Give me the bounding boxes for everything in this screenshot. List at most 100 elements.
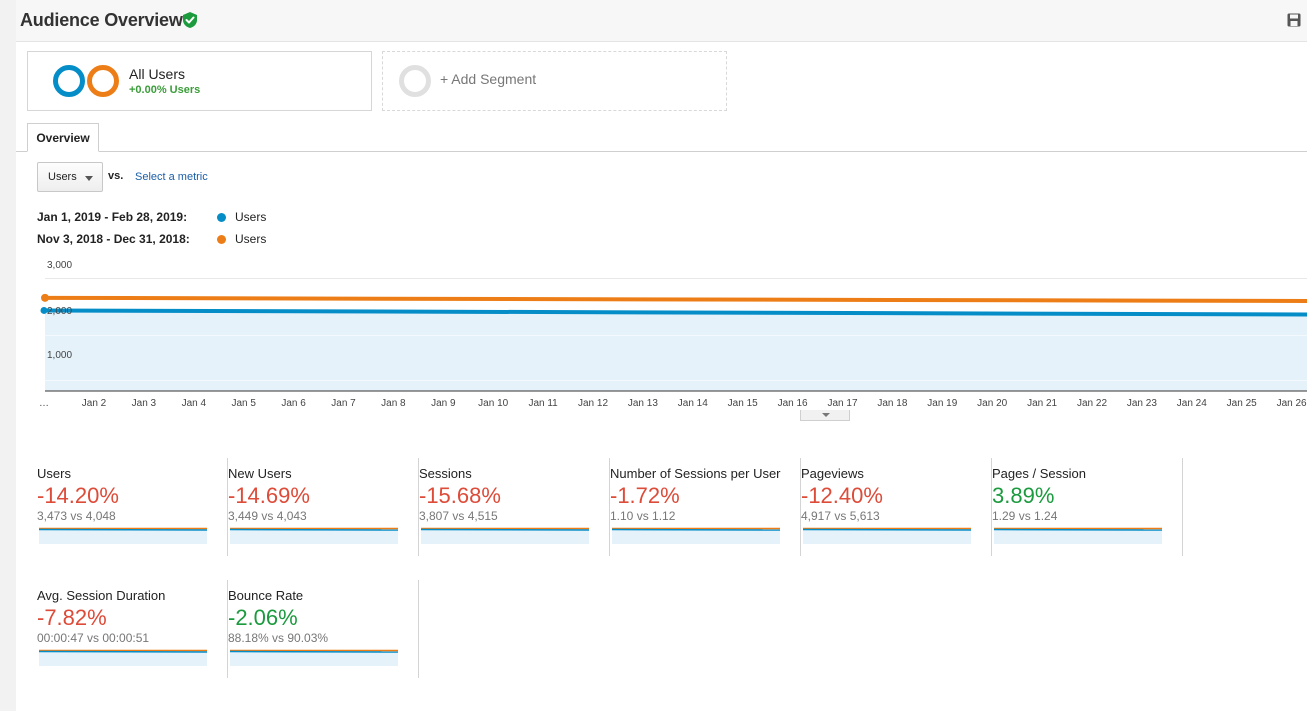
- sparkline-area: [39, 651, 207, 666]
- x-tick-label: …: [39, 398, 49, 409]
- metric-select[interactable]: Users: [37, 162, 103, 192]
- x-tick-label: Jan 26: [1277, 398, 1307, 409]
- segment-sub: +0.00% Users: [129, 84, 201, 96]
- metric-card[interactable]: Users -14.20% 3,473 vs 4,048: [37, 458, 228, 556]
- legend-row-current: Jan 1, 2019 - Feb 28, 2019: Users: [37, 210, 266, 224]
- legend-dot-icon: [217, 213, 226, 222]
- sparkline-current: [612, 528, 780, 531]
- x-tick-label: Jan 6: [281, 398, 306, 409]
- legend-dot-icon: [217, 235, 226, 244]
- x-tick-label: Jan 10: [478, 398, 508, 409]
- metric-change: -2.06%: [228, 605, 298, 630]
- metric-label: Pageviews: [801, 466, 864, 481]
- x-tick-label: Jan 21: [1027, 398, 1057, 409]
- x-tick-label: Jan 2: [82, 398, 107, 409]
- metric-label: Sessions: [419, 466, 472, 481]
- sparkline-area: [230, 529, 398, 544]
- metric-card[interactable]: Sessions -15.68% 3,807 vs 4,515: [419, 458, 610, 556]
- x-tick-label: Jan 20: [977, 398, 1007, 409]
- x-tick-label: Jan 15: [728, 398, 758, 409]
- area-fill: [45, 310, 1307, 391]
- left-gutter: [0, 0, 16, 711]
- sparkline-current: [230, 650, 398, 653]
- verified-shield-icon: [183, 12, 197, 28]
- series-line-current: [44, 308, 1307, 317]
- x-tick-label: Jan 7: [331, 398, 356, 409]
- tab-bar: [16, 151, 1307, 152]
- metric-card[interactable]: New Users -14.69% 3,449 vs 4,043: [228, 458, 419, 556]
- page-header: Audience Overview: [16, 0, 1307, 42]
- metric-change: -1.72%: [610, 483, 680, 508]
- add-segment-ring-icon: [399, 65, 431, 97]
- metric-card[interactable]: Pages / Session 3.89% 1.29 vs 1.24: [992, 458, 1183, 556]
- sparkline-area: [612, 529, 780, 544]
- y-tick-label: 1,000: [47, 350, 72, 361]
- x-tick-label: Jan 13: [628, 398, 658, 409]
- legend-label: Users: [235, 232, 267, 246]
- x-tick-label: Jan 3: [132, 398, 157, 409]
- metric-change: -15.68%: [419, 483, 501, 508]
- sparkline: [39, 527, 207, 544]
- y-tick-label: 3,000: [47, 260, 72, 271]
- legend-range: Nov 3, 2018 - Dec 31, 2018:: [37, 232, 190, 246]
- x-tick-label: Jan 18: [877, 398, 907, 409]
- x-tick-label: Jan 22: [1077, 398, 1107, 409]
- select-metric-link[interactable]: Select a metric: [135, 171, 208, 183]
- sparkline: [39, 649, 207, 666]
- metric-label: Number of Sessions per User: [610, 466, 781, 481]
- page-title: Audience Overview: [20, 10, 183, 30]
- x-tick-label: Jan 16: [778, 398, 808, 409]
- metric-label: Bounce Rate: [228, 588, 304, 603]
- add-segment-button[interactable]: + Add Segment: [382, 51, 727, 111]
- x-tick-label: Jan 14: [678, 398, 708, 409]
- metric-change: 3.89%: [992, 483, 1055, 508]
- metric-compare: 88.18% vs 90.03%: [228, 631, 329, 645]
- x-tick-label: Jan 17: [827, 398, 857, 409]
- sparkline: [612, 527, 780, 544]
- series-line-previous: [44, 295, 1307, 303]
- save-icon[interactable]: [1287, 13, 1301, 27]
- sparkline-current: [39, 528, 207, 531]
- sparkline: [230, 527, 398, 544]
- metric-label: Pages / Session: [992, 466, 1086, 481]
- sparkline-area: [421, 529, 589, 544]
- sparkline: [803, 527, 971, 544]
- sparkline-area: [803, 529, 971, 544]
- segment-ring-icon-blue: [53, 65, 85, 97]
- metric-card[interactable]: Pageviews -12.40% 4,917 vs 5,613: [801, 458, 992, 556]
- metric-card[interactable]: Number of Sessions per User -1.72% 1.10 …: [610, 458, 801, 556]
- metric-change: -12.40%: [801, 483, 883, 508]
- segment-all-users[interactable]: All Users +0.00% Users: [27, 51, 372, 111]
- users-line-chart: 3,000 2,000 1,000 … Jan 2 Jan 3 Jan 4 Jan 5 Jan …: [39, 260, 1307, 409]
- sparkline-current: [39, 650, 207, 653]
- vs-label: vs.: [108, 170, 124, 182]
- x-tick-label: Jan 8: [381, 398, 406, 409]
- metric-compare: 00:00:47 vs 00:00:51: [37, 631, 150, 645]
- metric-select-value: Users: [48, 171, 77, 183]
- segment-ring-icon-orange: [87, 65, 119, 97]
- x-tick-label: Jan 24: [1177, 398, 1207, 409]
- x-tick-label: Jan 23: [1127, 398, 1157, 409]
- chart-resize-handle[interactable]: [800, 410, 850, 421]
- chevron-down-icon: [85, 176, 93, 181]
- metric-card[interactable]: Bounce Rate -2.06% 88.18% vs 90.03%: [228, 580, 419, 678]
- x-tick-label: Jan 4: [182, 398, 207, 409]
- metric-change: -7.82%: [37, 605, 107, 630]
- x-tick-label: Jan 19: [927, 398, 957, 409]
- metric-card[interactable]: Avg. Session Duration -7.82% 00:00:47 vs…: [37, 580, 228, 678]
- metric-compare: 1.29 vs 1.24: [992, 509, 1058, 523]
- sparkline-current: [803, 528, 971, 531]
- sparkline-area: [994, 529, 1162, 544]
- x-tick-label: Jan 5: [231, 398, 256, 409]
- metric-change: -14.20%: [37, 483, 119, 508]
- tab-overview[interactable]: Overview: [27, 123, 99, 152]
- metric-compare: 1.10 vs 1.12: [610, 509, 676, 523]
- sparkline-current: [421, 528, 589, 531]
- legend-row-previous: Nov 3, 2018 - Dec 31, 2018: Users: [37, 232, 266, 246]
- sparkline: [230, 649, 398, 666]
- sparkline-current: [230, 528, 398, 531]
- x-tick-label: Jan 11: [528, 398, 558, 409]
- metric-compare: 4,917 vs 5,613: [801, 509, 880, 523]
- x-tick-label: Jan 25: [1227, 398, 1257, 409]
- y-tick-label: 2,000: [47, 306, 72, 317]
